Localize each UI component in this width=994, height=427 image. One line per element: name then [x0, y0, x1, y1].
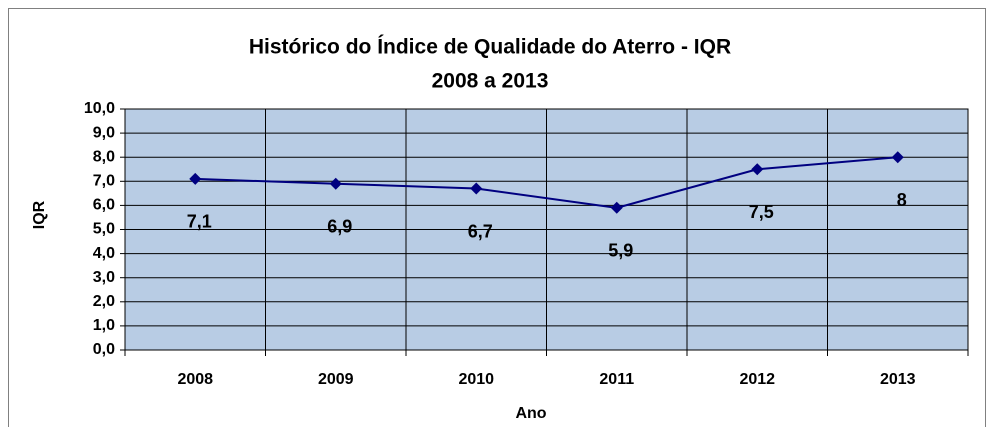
data-label: 6,7	[468, 221, 493, 241]
data-label: 8	[897, 190, 907, 210]
data-point	[189, 172, 202, 185]
plot-border	[124, 108, 969, 351]
x-tick-label: 2012	[739, 371, 775, 388]
y-tick-label: 5,0	[93, 221, 115, 238]
data-point	[610, 201, 623, 214]
y-tick-label: 8,0	[93, 148, 115, 165]
x-tick-label: 2010	[458, 371, 494, 388]
y-tick-label: 10,0	[84, 100, 115, 117]
y-tick-label: 2,0	[93, 293, 115, 310]
y-tick-label: 3,0	[93, 269, 115, 286]
data-point	[751, 163, 764, 176]
y-tick-label: 7,0	[93, 173, 115, 190]
y-axis-label: IQR	[31, 200, 48, 229]
data-label: 5,9	[608, 241, 633, 261]
y-tick-label: 4,0	[93, 245, 115, 262]
data-point	[891, 151, 904, 164]
y-tick-label: 9,0	[93, 124, 115, 141]
data-label: 6,9	[327, 216, 352, 236]
y-tick-label: 0,0	[93, 341, 115, 358]
x-tick-label: 2011	[599, 371, 634, 388]
data-point	[470, 182, 483, 195]
y-tick-label: 6,0	[93, 197, 115, 214]
data-point	[329, 177, 342, 190]
data-label: 7,5	[749, 202, 774, 222]
chart-subtitle: 2008 a 2013	[432, 70, 549, 93]
data-line	[195, 156, 898, 209]
y-tick-label: 1,0	[93, 317, 115, 334]
data-label: 7,1	[187, 212, 212, 232]
x-tick-label: 2008	[177, 371, 213, 388]
chart-title: Histórico do Índice de Qualidade do Ater…	[249, 36, 731, 59]
x-tick-label: 2013	[880, 371, 916, 388]
x-tick-label: 2009	[318, 371, 354, 388]
x-axis-label: Ano	[515, 405, 546, 422]
